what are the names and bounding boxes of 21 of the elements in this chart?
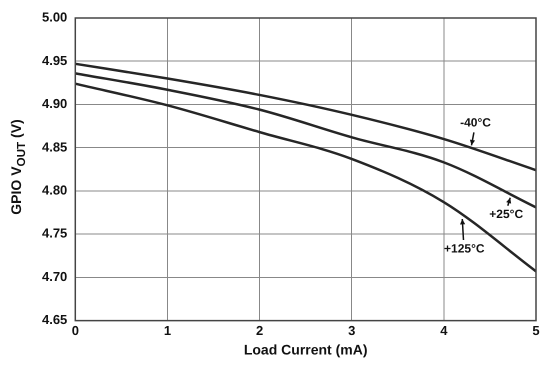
x-tick-label: 3 [348,322,356,338]
x-tick-label: 4 [440,322,448,338]
line-series [75,72,536,209]
y-tick-label: 4.80 [42,182,68,198]
x-tick-label: 1 [164,322,172,338]
x-tick-label: 5 [532,322,540,338]
y-tick-label: 4.85 [42,139,68,154]
line-series [75,62,536,172]
y-tick-label: 4.70 [42,268,68,284]
x-tick-label: 0 [72,322,79,338]
x-axis-title: Load Current (mA) [244,341,368,358]
line-series [75,82,536,273]
series-label: -40°C [460,116,492,130]
series-label: +125°C [444,241,485,256]
y-tick-label: 4.95 [42,52,68,68]
series-label: +25°C [489,207,524,222]
x-tick-label: 2 [256,322,264,338]
y-tick-label: 4.75 [42,226,68,241]
y-tick-label: 5.00 [42,10,68,25]
y-tick-label: 4.65 [42,312,68,328]
y-tick-label: 4.90 [42,96,68,112]
